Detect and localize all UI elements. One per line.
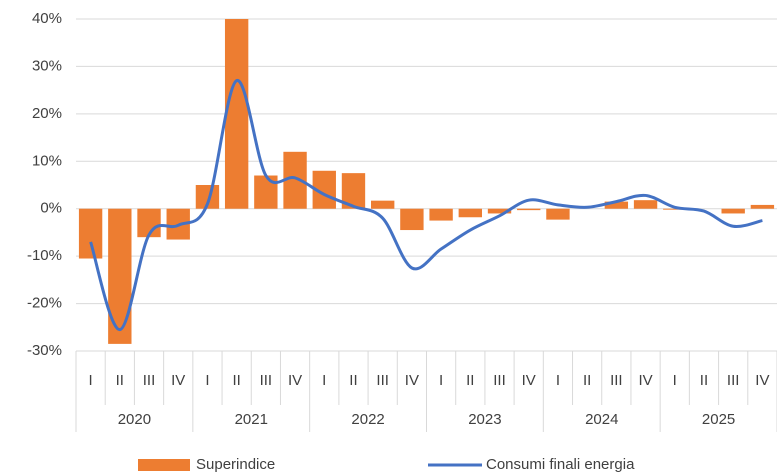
x-tick-label: I: [556, 372, 560, 389]
y-tick-label: 40%: [32, 10, 62, 27]
bar: [429, 208, 453, 221]
x-tick-label: I: [205, 372, 209, 389]
bar: [312, 170, 336, 209]
line: [89, 79, 763, 332]
x-tick-label: IV: [522, 372, 536, 389]
bar: [400, 208, 424, 231]
bar: [341, 173, 366, 209]
x-tick-label: III: [610, 372, 623, 389]
x-tick-label: III: [260, 372, 273, 389]
year-label: 2022: [351, 411, 384, 428]
x-tick-label: III: [376, 372, 389, 389]
y-tick-label: -30%: [27, 342, 62, 359]
bar: [283, 151, 307, 209]
year-label: 2020: [118, 411, 151, 428]
bar: [137, 208, 161, 238]
year-label: 2021: [235, 411, 268, 428]
x-tick-label: IV: [171, 372, 185, 389]
plot: [78, 19, 775, 344]
year-label: 2025: [702, 411, 735, 428]
bar: [254, 175, 278, 209]
year-label: 2023: [468, 411, 501, 428]
x-tick-label: IV: [638, 372, 652, 389]
x-tick-label: III: [493, 372, 506, 389]
x-tick-label: II: [349, 372, 357, 389]
bar: [458, 208, 482, 218]
year-label: 2024: [585, 411, 618, 428]
bar: [108, 208, 132, 344]
x-tick-label: IV: [288, 372, 302, 389]
bar: [721, 208, 745, 214]
y-tick-label: -10%: [27, 247, 62, 264]
y-tick-label: 30%: [32, 57, 62, 74]
bar: [224, 19, 249, 209]
bar: [371, 200, 395, 209]
x-tick-label: I: [439, 372, 443, 389]
y-tick-label: 10%: [32, 152, 62, 169]
x-tick-label: III: [727, 372, 740, 389]
bar: [663, 208, 687, 210]
bar: [517, 208, 541, 211]
legend-label: Consumi finali energia: [486, 456, 635, 473]
x-tick-label: I: [673, 372, 677, 389]
y-tick-label: 0%: [40, 200, 62, 217]
bar: [195, 185, 220, 209]
bar: [750, 204, 775, 209]
bar: [546, 208, 570, 220]
legend-label: Superindice: [196, 456, 275, 473]
x-tick-label: II: [700, 372, 708, 389]
bar: [487, 208, 512, 214]
y-tick-label: 20%: [32, 105, 62, 122]
y-tick-label: -20%: [27, 295, 62, 312]
x-tick-label: II: [232, 372, 240, 389]
legend-swatch: [138, 459, 190, 471]
x-tick-label: II: [583, 372, 591, 389]
x-tick-label: III: [143, 372, 156, 389]
x-tick-label: IV: [755, 372, 769, 389]
x-tick-label: I: [322, 372, 326, 389]
x-tick-label: II: [466, 372, 474, 389]
x-tick-label: IV: [405, 372, 419, 389]
x-tick-label: I: [89, 372, 93, 389]
x-tick-label: II: [116, 372, 124, 389]
bar: [604, 201, 629, 209]
bar: [633, 200, 658, 209]
bar: [78, 208, 103, 259]
